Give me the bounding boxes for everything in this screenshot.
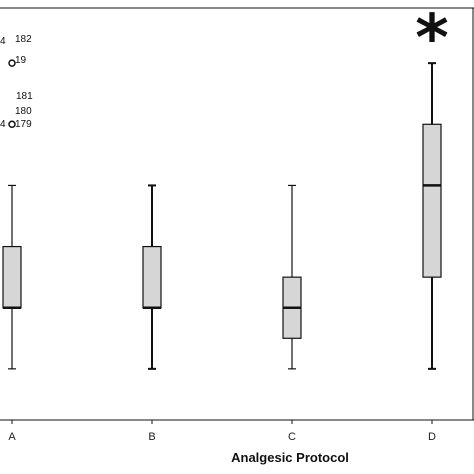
box-iqr xyxy=(142,245,162,309)
box-B xyxy=(142,184,162,370)
outlier-point xyxy=(8,120,16,129)
outlier-label: 4 xyxy=(0,36,6,47)
box-C xyxy=(282,184,302,370)
x-tick-label: B xyxy=(148,431,155,443)
box-iqr xyxy=(422,123,442,278)
box-D xyxy=(422,62,442,370)
outlier-label: 179 xyxy=(15,119,32,130)
outlier-label: 181 xyxy=(16,91,33,102)
outlier-label: 180 xyxy=(15,106,32,117)
outlier-label: 19 xyxy=(15,55,27,66)
x-tick-label: D xyxy=(428,431,436,443)
x-tick-label: C xyxy=(288,431,296,443)
outlier-label: 4 xyxy=(0,119,6,130)
box-A xyxy=(2,184,22,370)
box-iqr xyxy=(2,245,22,309)
x-axis-title: Analgesic Protocol xyxy=(231,450,349,465)
significance-marker: * xyxy=(415,2,448,76)
x-tick-label: A xyxy=(8,431,16,443)
outlier-point xyxy=(8,59,16,67)
outlier-label: 182 xyxy=(15,34,32,45)
